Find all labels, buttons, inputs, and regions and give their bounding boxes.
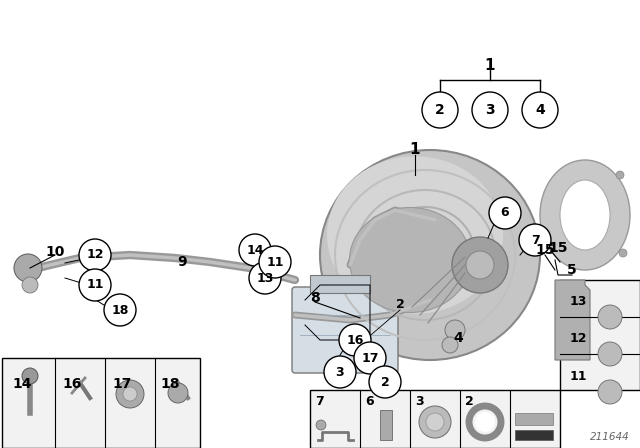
Circle shape — [519, 224, 551, 256]
Text: 14: 14 — [12, 377, 31, 391]
Circle shape — [104, 294, 136, 326]
Circle shape — [466, 251, 494, 279]
Ellipse shape — [560, 180, 610, 250]
Text: 12: 12 — [86, 249, 104, 262]
Circle shape — [452, 237, 508, 293]
Text: 6: 6 — [365, 395, 374, 408]
Ellipse shape — [320, 150, 540, 360]
Text: 2: 2 — [435, 103, 445, 117]
Circle shape — [79, 269, 111, 301]
Bar — [380, 410, 392, 440]
Circle shape — [422, 92, 458, 128]
Circle shape — [369, 366, 401, 398]
Text: 18: 18 — [111, 303, 129, 316]
Circle shape — [116, 380, 144, 408]
Text: 18: 18 — [160, 377, 179, 391]
Ellipse shape — [327, 156, 503, 314]
Circle shape — [22, 368, 38, 384]
Circle shape — [489, 197, 521, 229]
Text: 4: 4 — [535, 103, 545, 117]
Circle shape — [426, 413, 444, 431]
Text: 9: 9 — [177, 255, 187, 269]
Text: 2: 2 — [465, 395, 474, 408]
Ellipse shape — [349, 207, 470, 313]
Text: 16: 16 — [346, 333, 364, 346]
Text: 8: 8 — [310, 291, 320, 305]
Circle shape — [14, 254, 42, 282]
Circle shape — [619, 249, 627, 257]
Text: 3: 3 — [415, 395, 424, 408]
Text: 12: 12 — [570, 332, 588, 345]
Text: 15: 15 — [548, 241, 568, 255]
Text: 14: 14 — [246, 244, 264, 257]
Text: 11: 11 — [86, 279, 104, 292]
Text: 11: 11 — [266, 255, 284, 268]
Text: 11: 11 — [570, 370, 588, 383]
Circle shape — [598, 305, 622, 329]
Circle shape — [168, 383, 188, 403]
Text: 4: 4 — [453, 331, 463, 345]
Circle shape — [339, 324, 371, 356]
Circle shape — [354, 342, 386, 374]
Circle shape — [522, 92, 558, 128]
Text: 13: 13 — [256, 271, 274, 284]
Bar — [310, 275, 370, 293]
Circle shape — [316, 420, 326, 430]
Circle shape — [419, 406, 451, 438]
Circle shape — [442, 337, 458, 353]
Circle shape — [79, 239, 111, 271]
Text: 3: 3 — [485, 103, 495, 117]
Text: 211644: 211644 — [590, 432, 630, 442]
Circle shape — [324, 356, 356, 388]
Circle shape — [475, 412, 495, 432]
Circle shape — [598, 380, 622, 404]
Bar — [515, 413, 553, 425]
Text: 6: 6 — [500, 207, 509, 220]
Bar — [310, 390, 560, 448]
Circle shape — [123, 387, 137, 401]
Circle shape — [445, 320, 465, 340]
Text: 13: 13 — [570, 295, 588, 308]
Circle shape — [616, 171, 624, 179]
Polygon shape — [555, 280, 590, 360]
Bar — [2, 358, 200, 448]
Text: 17: 17 — [112, 377, 131, 391]
Text: 3: 3 — [336, 366, 344, 379]
Text: 1: 1 — [410, 142, 420, 158]
Text: 17: 17 — [361, 352, 379, 365]
Text: 2: 2 — [381, 375, 389, 388]
Ellipse shape — [540, 160, 630, 270]
Text: 15: 15 — [535, 243, 555, 257]
Text: 7: 7 — [315, 395, 324, 408]
Circle shape — [239, 234, 271, 266]
FancyBboxPatch shape — [292, 287, 398, 373]
Circle shape — [598, 342, 622, 366]
Bar — [515, 430, 553, 440]
Bar — [560, 280, 640, 390]
Text: 10: 10 — [45, 245, 65, 259]
Text: 7: 7 — [531, 233, 540, 246]
Circle shape — [249, 262, 281, 294]
Text: 5: 5 — [567, 263, 577, 277]
Circle shape — [472, 92, 508, 128]
Circle shape — [22, 277, 38, 293]
Text: 2: 2 — [396, 298, 404, 311]
Text: 1: 1 — [484, 57, 495, 73]
Circle shape — [259, 246, 291, 278]
Text: 16: 16 — [62, 377, 81, 391]
